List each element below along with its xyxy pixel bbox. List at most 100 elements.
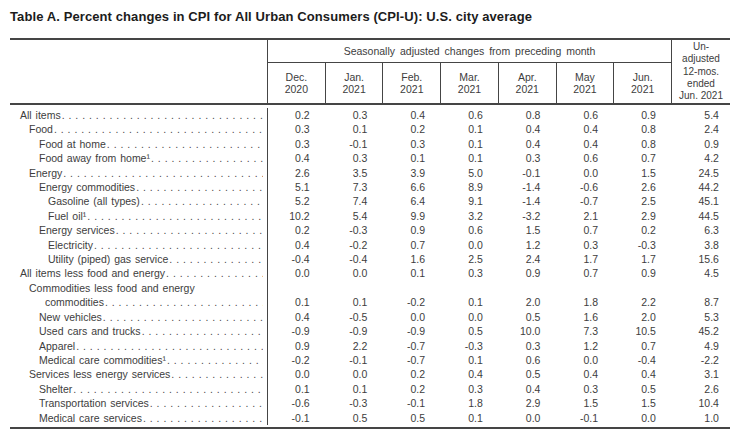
- value-cell: 0.3: [499, 151, 557, 165]
- value-cell: -0.1: [499, 166, 557, 180]
- dot-leader: [169, 252, 263, 266]
- value-cell: 0.7: [383, 238, 441, 252]
- value-cell: -0.3: [614, 238, 672, 252]
- row-label-text: Electricity: [48, 238, 93, 252]
- row-label-text: commodities: [45, 295, 104, 309]
- value-cell: 1.5: [499, 223, 557, 237]
- value-cell: 0.4: [556, 367, 614, 381]
- value-cell: -0.2: [268, 353, 326, 367]
- value-cell: -0.1: [268, 411, 326, 425]
- value-cell: 7.3: [326, 180, 384, 194]
- value-cell-12mo: 5.3: [672, 310, 730, 324]
- table-row: Fuel oil¹10.25.49.93.2-3.22.12.944.5: [10, 209, 730, 223]
- value-cell: -3.2: [499, 209, 557, 223]
- value-cell-12mo: 44.2: [672, 180, 730, 194]
- row-label: Utility (piped) gas service: [10, 252, 268, 266]
- value-cell: 3.2: [441, 209, 499, 223]
- value-cell: 5.0: [441, 166, 499, 180]
- value-cell-12mo: -2.2: [672, 353, 730, 367]
- value-cell-12mo: 45.1: [672, 194, 730, 208]
- value-cell: -0.4: [326, 252, 384, 266]
- month-column-header: Mar. 2021: [440, 63, 498, 103]
- value-cell: -0.4: [614, 353, 672, 367]
- value-cell: 5.1: [268, 180, 326, 194]
- value-cell: 0.3: [268, 122, 326, 136]
- table-row: Medical care services-0.10.50.50.10.0-0.…: [10, 411, 730, 425]
- row-values: 10.25.49.93.2-3.22.12.944.5: [268, 209, 730, 223]
- row-label: Used cars and trucks: [10, 324, 268, 338]
- value-cell: 0.9: [268, 339, 326, 353]
- value-cell: 0.8: [614, 137, 672, 151]
- value-cell: 3.5: [326, 166, 384, 180]
- value-cell-12mo: 6.3: [672, 223, 730, 237]
- value-cell: -0.9: [383, 324, 441, 338]
- value-cell: 1.5: [614, 166, 672, 180]
- value-cell: 1.6: [556, 310, 614, 324]
- value-cell: 0.9: [614, 108, 672, 122]
- value-cell: 10.0: [499, 324, 557, 338]
- table-row: All items0.20.30.40.60.80.60.95.4: [10, 108, 730, 122]
- value-cell: 0.3: [268, 137, 326, 151]
- value-cell: 0.0: [441, 238, 499, 252]
- row-label-text: Energy: [29, 166, 62, 180]
- value-cell-12mo: 44.5: [672, 209, 730, 223]
- row-label: Shelter: [10, 382, 268, 396]
- row-values: 0.00.00.10.30.90.70.94.5: [268, 266, 730, 280]
- row-label: Medical care services: [10, 411, 268, 425]
- value-cell: 0.1: [268, 382, 326, 396]
- value-cell: 0.5: [441, 324, 499, 338]
- dot-leader: [150, 396, 263, 410]
- row-label-text: Services less energy services: [29, 367, 170, 381]
- value-cell: 0.3: [441, 382, 499, 396]
- value-cell: 0.1: [441, 137, 499, 151]
- group-header-label: Seasonally adjusted changes from precedi…: [268, 40, 671, 63]
- value-cell: 0.0: [499, 411, 557, 425]
- row-label: Gasoline (all types): [10, 194, 268, 208]
- row-label: Fuel oil¹: [10, 209, 268, 223]
- value-cell: -0.1: [383, 396, 441, 410]
- row-label: Energy commodities: [10, 180, 268, 194]
- value-cell: -0.7: [383, 353, 441, 367]
- value-cell: 0.1: [383, 266, 441, 280]
- value-cell: 0.2: [383, 367, 441, 381]
- value-cell: -0.2: [383, 295, 441, 309]
- value-cell: 0.2: [268, 223, 326, 237]
- value-cell: -0.3: [441, 339, 499, 353]
- value-cell: 0.4: [268, 151, 326, 165]
- value-cell: 0.4: [268, 238, 326, 252]
- dot-leader: [142, 324, 263, 338]
- value-cell: 5.4: [326, 209, 384, 223]
- value-cell: 0.5: [383, 411, 441, 425]
- value-cell: -0.7: [556, 194, 614, 208]
- value-cell: -0.1: [326, 137, 384, 151]
- value-cell-12mo: 5.4: [672, 108, 730, 122]
- table-row: Services less energy services0.00.00.20.…: [10, 367, 730, 381]
- value-cell: 0.1: [268, 295, 326, 309]
- row-label-text: All items less food and energy: [20, 266, 165, 280]
- value-cell: 0.7: [556, 266, 614, 280]
- value-cell: 1.7: [556, 252, 614, 266]
- row-values: 0.2-0.30.90.61.50.70.26.3: [268, 223, 730, 237]
- month-column-header: Jun. 2021: [613, 63, 671, 103]
- row-values: 5.17.36.68.9-1.4-0.62.644.2: [268, 180, 730, 194]
- dot-leader: [94, 238, 263, 252]
- row-label-text: New vehicles: [39, 310, 102, 324]
- seasonally-adjusted-group: Seasonally adjusted changes from precedi…: [268, 40, 672, 103]
- dot-leader: [54, 122, 263, 136]
- row-values: -0.6-0.3-0.11.82.91.51.510.4: [268, 396, 730, 410]
- table-row: Energy2.63.53.95.0-0.10.01.524.5: [10, 166, 730, 180]
- row-label-text: Apparel: [39, 339, 75, 353]
- value-cell: 0.0: [441, 310, 499, 324]
- value-cell-12mo: 1.0: [672, 411, 730, 425]
- value-cell: 1.8: [441, 396, 499, 410]
- value-cell: 0.4: [614, 367, 672, 381]
- value-cell: 1.8: [556, 295, 614, 309]
- value-cell: 0.1: [326, 382, 384, 396]
- value-cell: 2.2: [614, 295, 672, 309]
- value-cell: 1.6: [383, 252, 441, 266]
- row-label: Transportation services: [10, 396, 268, 410]
- dot-leader: [171, 367, 263, 381]
- row-label-text: Utility (piped) gas service: [48, 252, 168, 266]
- value-cell: 0.5: [614, 382, 672, 396]
- value-cell: 6.6: [383, 180, 441, 194]
